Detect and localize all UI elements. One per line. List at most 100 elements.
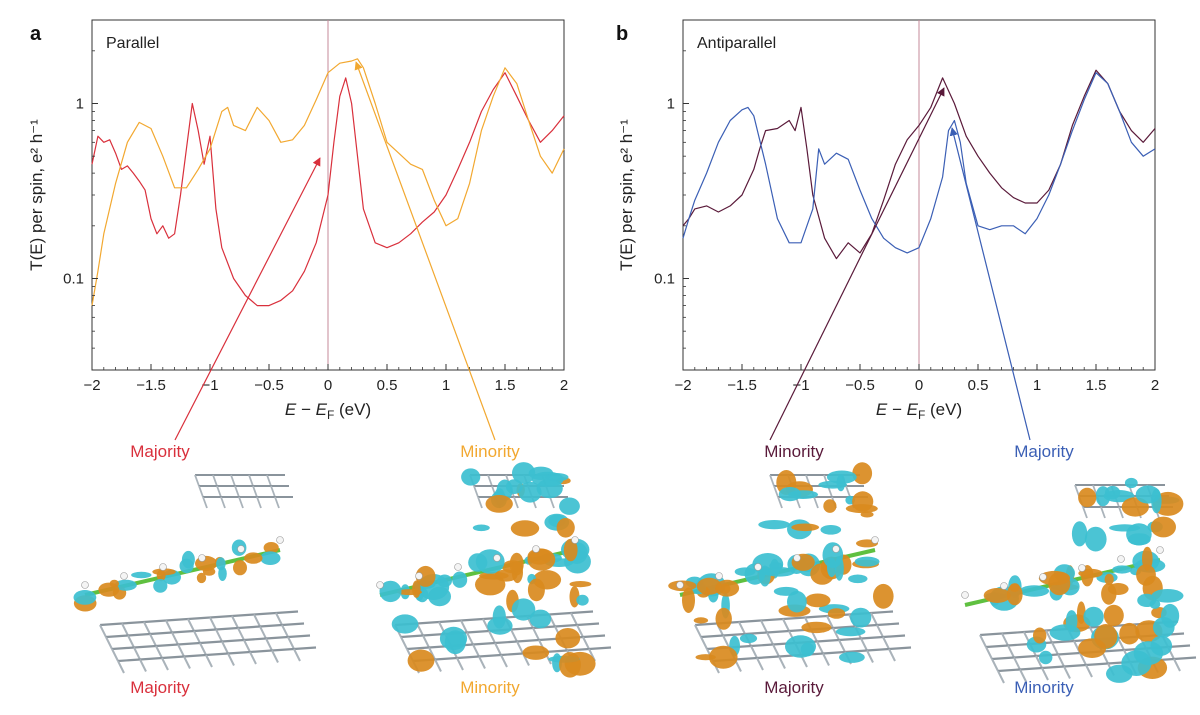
lattice-bond (549, 496, 555, 509)
lattice-bond (165, 620, 173, 633)
orbital-lobe (1019, 585, 1050, 597)
lattice-bond (979, 632, 1003, 637)
orbital-lobe (475, 573, 506, 596)
lattice-bond (456, 655, 480, 660)
x-tick-label: −1.5 (136, 377, 166, 394)
lattice-bond (105, 634, 129, 639)
lattice-bond (259, 623, 283, 628)
x-ticks-a: −2 −1.5 −1 −0.5 0 0.5 1 1.5 2 (83, 364, 568, 394)
lattice-bond (845, 485, 851, 498)
molecule-illustration-a-majority (73, 474, 317, 674)
lattice-bond (766, 632, 774, 645)
lattice-bond (782, 618, 790, 632)
lattice-bond (876, 622, 900, 627)
lattice-bond (773, 485, 779, 498)
y-axis-label-b: T(E) per spin, e² h⁻¹ (617, 119, 636, 271)
lattice-bond (127, 635, 135, 648)
lattice-bond (1173, 658, 1181, 672)
orbital-lobe (379, 580, 402, 603)
lattice-bond (117, 658, 141, 663)
orbital-lobe (1126, 523, 1152, 546)
molecule-label-bottom-a1: Majority (130, 678, 190, 697)
lattice-bond (456, 657, 464, 671)
lattice-bond (582, 636, 590, 650)
lattice-bond (554, 623, 578, 628)
lattice-bond (416, 620, 440, 625)
molecule-label-top-a2: Minority (460, 442, 520, 461)
orbital-lobe (461, 468, 481, 486)
lattice-bond (281, 624, 289, 638)
orbital-lobe (758, 520, 791, 530)
atom (81, 581, 89, 589)
orbital-lobe (854, 556, 880, 567)
orbital-lobe (509, 552, 524, 576)
orbital-lobe (805, 593, 831, 608)
lattice-bond (209, 614, 233, 619)
lattice-bond (1013, 657, 1021, 670)
lattice-bond (1007, 645, 1015, 658)
lattice-bond (238, 496, 244, 509)
orbital-lobe (511, 598, 536, 621)
y-ticks-a: 0.11 (63, 50, 98, 349)
lattice-bond (487, 474, 493, 487)
panel-title-b: Antiparallel (697, 35, 776, 52)
orbital-lobe (527, 578, 545, 602)
orbital-lobe (527, 548, 552, 565)
orbital-lobe (1137, 593, 1156, 608)
arrow-majority-b (949, 127, 1031, 441)
orbital-lobe (848, 574, 868, 584)
orbital-lobe (196, 572, 207, 584)
orbital-lobe (1006, 583, 1023, 606)
lattice-bond (434, 656, 458, 661)
x-tick-label: −0.5 (254, 377, 284, 394)
orbital-lobe (475, 549, 505, 574)
series-line-b-0 (682, 69, 1156, 260)
lattice-bond (860, 638, 868, 651)
lattice-bond (155, 645, 163, 659)
lattice-bond (482, 618, 490, 632)
orbital-lobe (801, 621, 832, 634)
lattice-bond (212, 474, 218, 487)
molecule-illustration-b-majority (961, 477, 1197, 684)
lattice-bond (99, 622, 123, 627)
lattice-bond (199, 642, 207, 656)
lattice-bond (766, 629, 790, 634)
lattice-bond (772, 644, 780, 657)
lattice-bond (985, 644, 1009, 649)
lattice-bond (127, 632, 151, 637)
orbital-lobe (437, 574, 452, 588)
lattice-bond (270, 485, 276, 498)
orbital-lobe (505, 479, 523, 494)
lattice-bond (756, 655, 780, 660)
x-tick-label: −1 (201, 377, 218, 394)
lattice-bond (1079, 652, 1087, 666)
orbital-lobe (563, 538, 578, 562)
lattice-bond (516, 638, 540, 643)
lattice-bond (832, 625, 856, 630)
atom (793, 554, 801, 562)
lattice-bond (205, 654, 213, 668)
lattice-bond (1101, 648, 1125, 653)
lattice-bond (488, 630, 496, 644)
lattice-bond (866, 647, 890, 652)
orbital-lobe (1112, 565, 1132, 574)
lattice-bond (750, 645, 758, 659)
lattice-bond (778, 656, 786, 669)
lattice-bond (205, 652, 229, 657)
molecule-label-bottom-a2: Minority (460, 678, 520, 697)
series-group-b (682, 69, 1156, 260)
orbital-lobe (715, 607, 732, 630)
lattice-bond (822, 653, 830, 666)
lattice-bond (804, 614, 828, 619)
lattice-bond (221, 638, 245, 643)
lattice-bond (249, 649, 273, 654)
lattice-bond (466, 632, 474, 645)
lattice-bond (274, 496, 280, 509)
orbital-lobe (1077, 601, 1086, 624)
orbital-lobe (715, 579, 740, 597)
orbital-lobe (391, 614, 419, 634)
atom (1117, 555, 1125, 563)
orbital-lobe (216, 557, 226, 571)
lattice-bond (722, 632, 746, 637)
lattice-bond (227, 650, 251, 655)
